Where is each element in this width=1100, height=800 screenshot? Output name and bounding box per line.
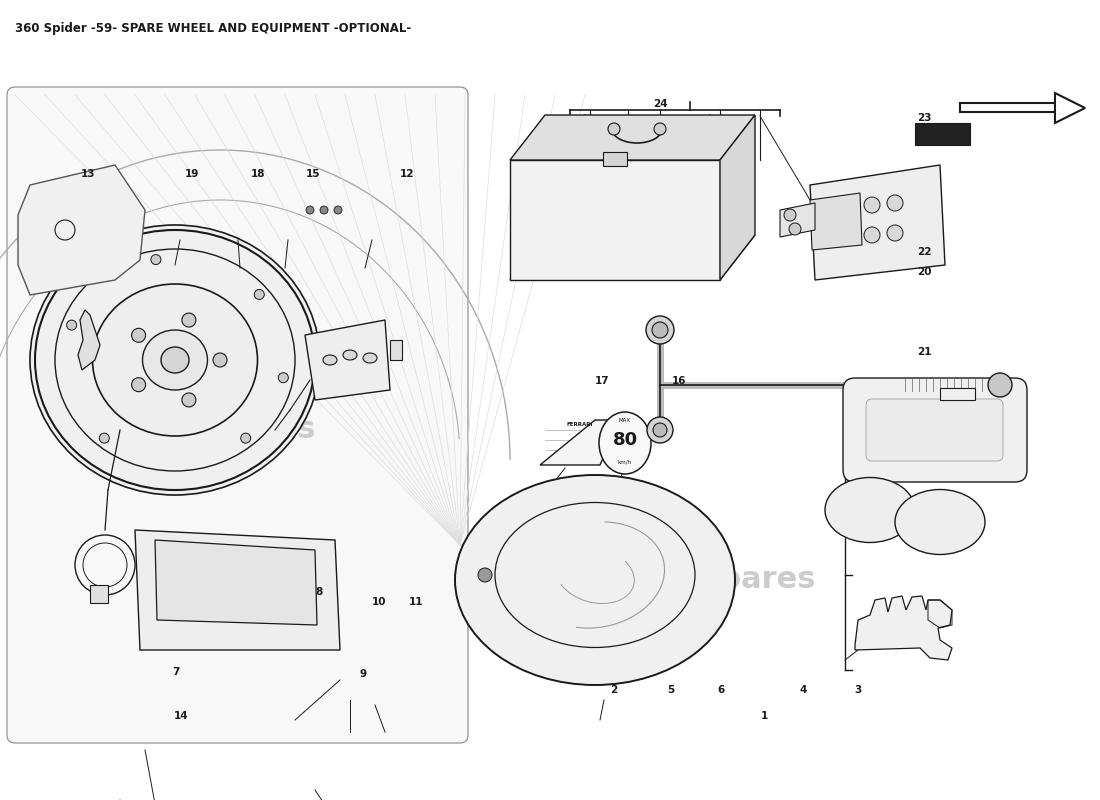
Polygon shape <box>720 115 755 280</box>
Polygon shape <box>1055 93 1085 123</box>
Polygon shape <box>305 320 390 400</box>
Ellipse shape <box>143 330 208 390</box>
Circle shape <box>789 223 801 235</box>
Circle shape <box>132 328 145 342</box>
Text: 2: 2 <box>610 685 617 694</box>
FancyBboxPatch shape <box>843 378 1027 482</box>
Circle shape <box>478 568 492 582</box>
Ellipse shape <box>895 490 984 554</box>
Text: 7: 7 <box>173 667 179 677</box>
Circle shape <box>646 316 674 344</box>
Bar <box>390 340 402 360</box>
Ellipse shape <box>161 347 189 373</box>
Text: 16: 16 <box>671 376 686 386</box>
Text: km/h: km/h <box>618 459 632 465</box>
Text: 4: 4 <box>800 685 806 694</box>
Circle shape <box>99 433 109 443</box>
Circle shape <box>67 320 77 330</box>
Polygon shape <box>155 540 317 625</box>
Text: 360 Spider -59- SPARE WHEEL AND EQUIPMENT -OPTIONAL-: 360 Spider -59- SPARE WHEEL AND EQUIPMEN… <box>15 22 411 35</box>
Circle shape <box>654 123 666 135</box>
Text: 22: 22 <box>916 247 932 257</box>
Polygon shape <box>960 103 1055 112</box>
Text: MAX: MAX <box>619 418 631 422</box>
Circle shape <box>278 373 288 382</box>
Circle shape <box>320 206 328 214</box>
Ellipse shape <box>600 412 651 474</box>
Circle shape <box>887 225 903 241</box>
Ellipse shape <box>323 355 337 365</box>
Text: 3: 3 <box>855 685 861 694</box>
Circle shape <box>254 290 264 299</box>
Polygon shape <box>18 165 145 295</box>
Polygon shape <box>135 530 340 650</box>
Text: 10: 10 <box>372 597 387 606</box>
Text: 15: 15 <box>306 170 321 179</box>
Bar <box>90 585 108 603</box>
Text: 8: 8 <box>316 587 322 597</box>
Circle shape <box>151 254 161 265</box>
FancyBboxPatch shape <box>7 87 468 743</box>
Text: 1: 1 <box>761 711 768 721</box>
Bar <box>915 123 970 145</box>
Polygon shape <box>510 115 755 160</box>
Text: 11: 11 <box>408 597 424 606</box>
Text: 17: 17 <box>594 376 609 386</box>
Circle shape <box>182 393 196 407</box>
Circle shape <box>132 378 145 392</box>
Text: 19: 19 <box>185 170 200 179</box>
FancyBboxPatch shape <box>866 399 1003 461</box>
Ellipse shape <box>343 350 358 360</box>
Text: 18: 18 <box>251 170 266 179</box>
Circle shape <box>213 353 227 367</box>
Polygon shape <box>510 160 720 280</box>
Circle shape <box>887 195 903 211</box>
Circle shape <box>241 433 251 443</box>
Text: eurospares: eurospares <box>624 566 816 594</box>
Polygon shape <box>78 310 100 370</box>
Circle shape <box>864 197 880 213</box>
Text: 80: 80 <box>613 431 638 449</box>
Bar <box>940 388 975 400</box>
Circle shape <box>988 373 1012 397</box>
Text: 24: 24 <box>652 99 668 109</box>
Text: 5: 5 <box>668 685 674 694</box>
Text: 14: 14 <box>174 711 189 721</box>
Ellipse shape <box>363 353 377 363</box>
Text: eurospares: eurospares <box>123 415 317 445</box>
Text: 23: 23 <box>916 114 932 123</box>
Circle shape <box>334 206 342 214</box>
Circle shape <box>182 313 196 327</box>
Ellipse shape <box>455 475 735 685</box>
Circle shape <box>306 206 313 214</box>
Polygon shape <box>810 193 862 250</box>
Bar <box>603 152 627 166</box>
Text: 20: 20 <box>916 267 932 277</box>
Ellipse shape <box>825 478 915 542</box>
Text: 13: 13 <box>80 170 96 179</box>
Polygon shape <box>855 596 952 660</box>
Circle shape <box>652 322 668 338</box>
Text: FERRARI: FERRARI <box>566 422 593 426</box>
Text: 9: 9 <box>360 669 366 678</box>
Polygon shape <box>810 165 945 280</box>
Ellipse shape <box>30 225 320 495</box>
Circle shape <box>608 123 620 135</box>
Circle shape <box>647 417 673 443</box>
Circle shape <box>653 423 667 437</box>
Circle shape <box>864 227 880 243</box>
Polygon shape <box>780 203 815 237</box>
Text: 12: 12 <box>399 170 415 179</box>
Polygon shape <box>510 235 755 280</box>
Text: 21: 21 <box>916 347 932 357</box>
Ellipse shape <box>92 284 257 436</box>
Polygon shape <box>540 420 620 465</box>
Text: 6: 6 <box>717 685 724 694</box>
Circle shape <box>784 209 796 221</box>
